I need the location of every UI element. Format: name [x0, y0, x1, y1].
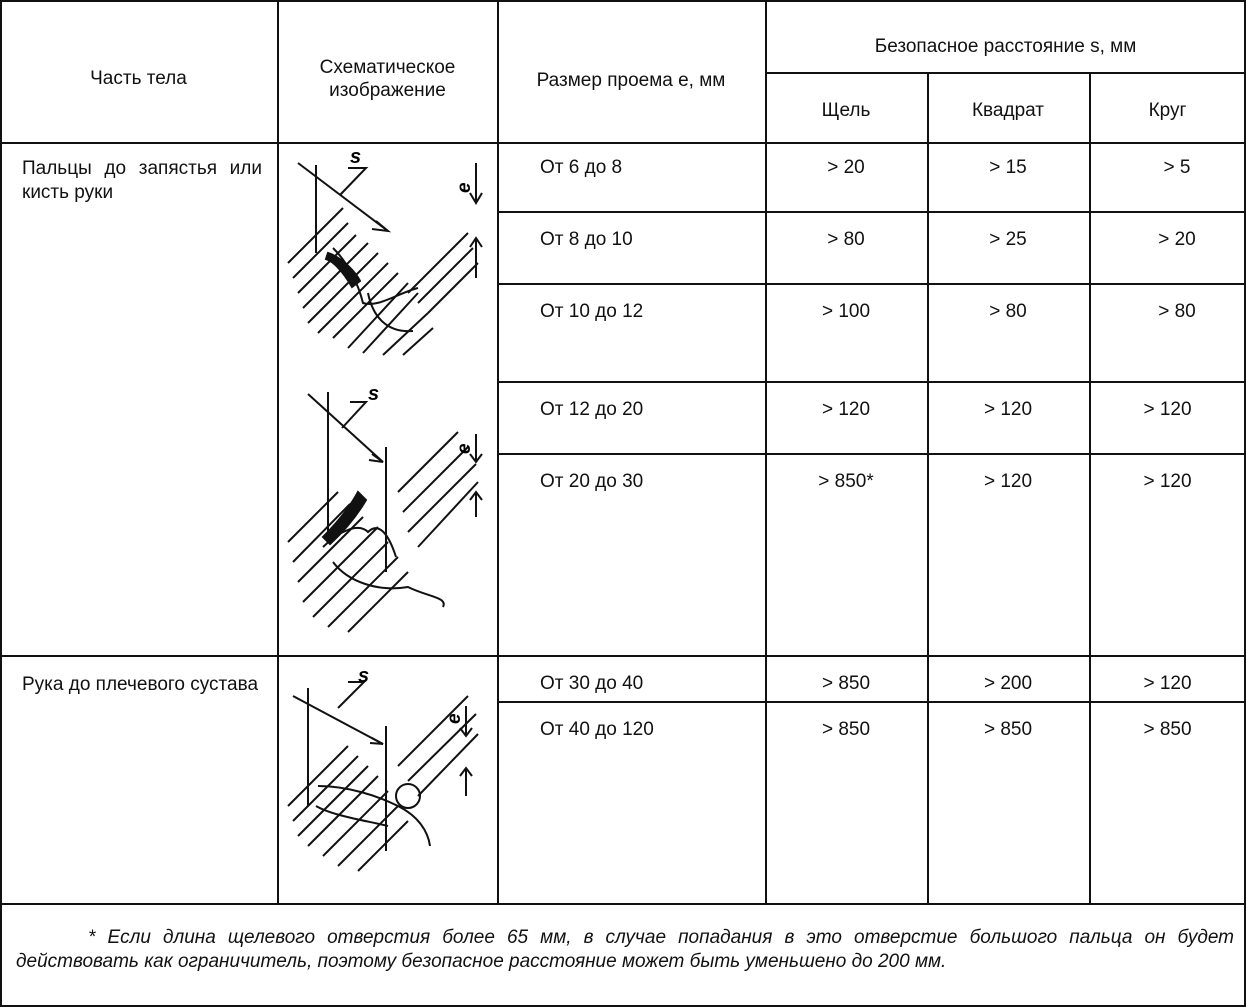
table-row-0-size: От 6 до 8 [540, 157, 623, 178]
table-border-left [0, 0, 2, 1007]
footnote: * Если длина щелевого отверстия более 65… [16, 927, 1234, 972]
table-row-1-slot: > 80 [827, 229, 865, 250]
header-schematic: Схематическое изображение [319, 57, 456, 101]
table-row-5-square: > 200 [983, 673, 1033, 694]
table-row-2-slot: > 100 [821, 301, 871, 322]
schematic-fingertip-diagram: s e [287, 146, 483, 356]
table-body-bottom [0, 903, 1246, 905]
table-row-0-circle: > 5 [1163, 157, 1191, 178]
table-border-right [1244, 0, 1246, 1007]
table-row-2-size: От 10 до 12 [540, 301, 644, 322]
table-row-3-square: > 120 [983, 399, 1033, 420]
schematic-arm-diagram: s e [287, 665, 479, 872]
header-opening-size: Размер проема e, мм [497, 70, 765, 92]
table-border-top [0, 0, 1246, 2]
e-label: e [454, 443, 475, 454]
table-row-5-circle: > 120 [1143, 673, 1192, 694]
header-opening-size-text: Размер проема e, мм [536, 70, 726, 91]
table-row-1-circle: > 20 [1158, 229, 1196, 250]
row-line [497, 701, 1246, 703]
schematic-fingers-diagram: s e [287, 383, 483, 633]
table-row-6-circle: > 850 [1143, 719, 1192, 740]
header-subline [765, 72, 1246, 74]
s-label: s [368, 383, 379, 405]
header-slot: Щель [821, 100, 871, 121]
table-row-4-circle: > 120 [1143, 471, 1192, 492]
table-border-bottom [0, 1005, 1246, 1007]
header-square: Квадрат [971, 100, 1045, 121]
row-line [497, 453, 1246, 455]
table-row-6-slot: > 850 [821, 719, 871, 740]
row-line [497, 283, 1246, 285]
table-row-2-square: > 80 [989, 301, 1027, 322]
table-row-0-slot: > 20 [827, 157, 865, 178]
table-row-2-circle: > 80 [1158, 301, 1196, 322]
row-line [497, 211, 1246, 213]
group-line [0, 655, 1246, 657]
col-line [1089, 72, 1091, 904]
header-circle: Круг [1148, 100, 1187, 121]
header-safe-distance: Безопасное расстояние s, мм [874, 36, 1137, 57]
table-row-4-size: От 20 до 30 [540, 471, 644, 492]
s-label: s [350, 146, 361, 168]
table-row-3-circle: > 120 [1143, 399, 1192, 420]
table-row-3-slot: > 120 [821, 399, 871, 420]
body-part-fingers: Пальцы до запястья или кисть руки [22, 158, 262, 203]
table-row-5-size: От 30 до 40 [540, 673, 644, 694]
table-row-1-size: От 8 до 10 [540, 229, 633, 250]
table-row-1-square: > 25 [989, 229, 1027, 250]
e-label: e [444, 713, 465, 724]
col-line [927, 72, 929, 904]
header-body-part: Часть тела [90, 68, 187, 89]
col-line [765, 0, 767, 904]
body-part-arm: Рука до плечевого сустава [22, 674, 259, 695]
col-line [277, 0, 279, 904]
table-row-5-slot: > 850 [821, 673, 871, 694]
table-row-0-square: > 15 [989, 157, 1027, 178]
s-label: s [358, 665, 369, 687]
table-row-6-square: > 850 [983, 719, 1033, 740]
row-line [497, 381, 1246, 383]
e-label: e [454, 182, 475, 193]
col-line [497, 0, 499, 904]
table-row-6-size: От 40 до 120 [540, 719, 654, 740]
table-row-4-slot: > 850* [818, 471, 874, 492]
header-bottom-line [0, 142, 1246, 144]
table-row-4-square: > 120 [983, 471, 1033, 492]
table-row-3-size: От 12 до 20 [540, 399, 644, 420]
